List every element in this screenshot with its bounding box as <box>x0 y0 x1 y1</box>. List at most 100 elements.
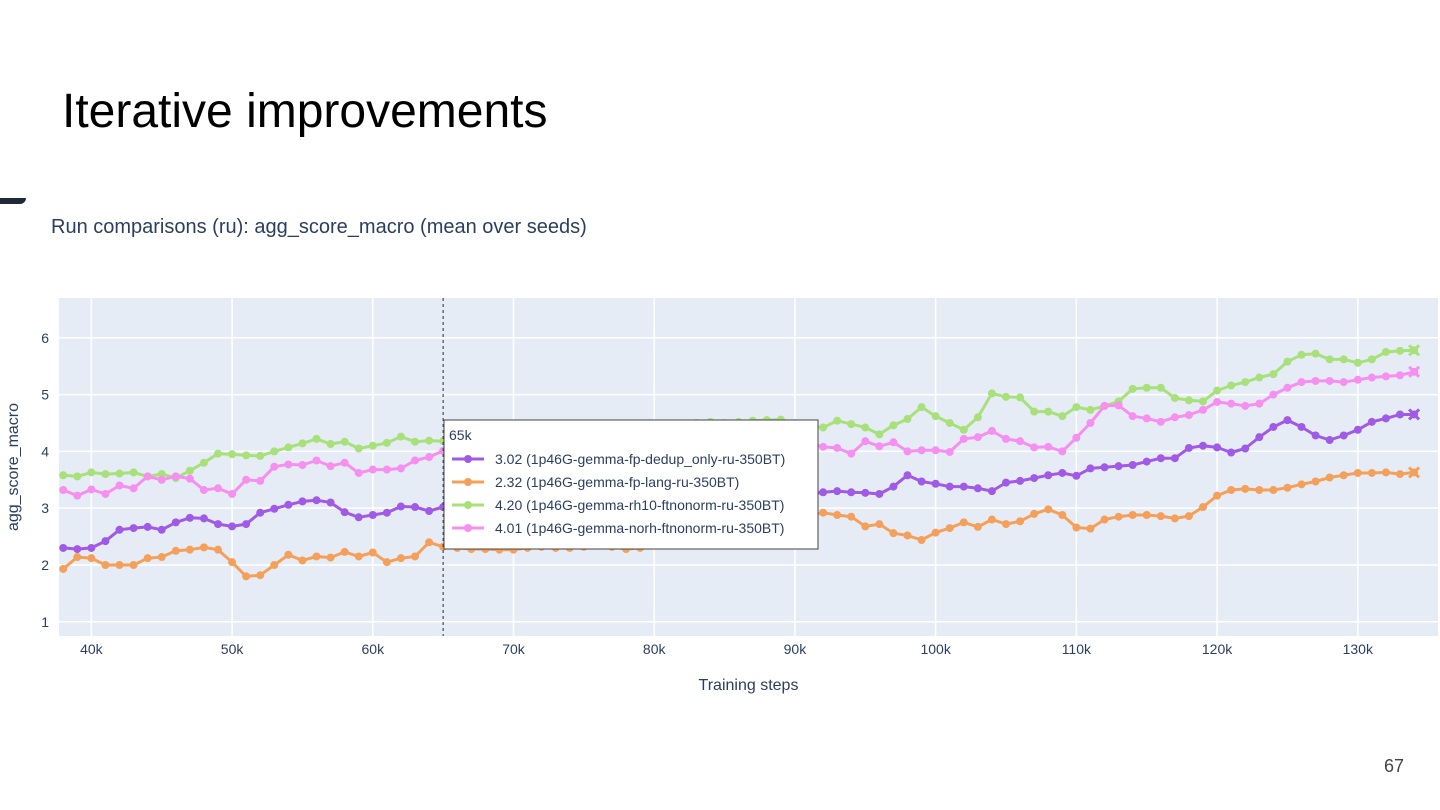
data-point <box>875 430 884 439</box>
data-point <box>382 465 391 474</box>
data-point <box>1396 346 1405 355</box>
y-tick-label: 1 <box>41 614 49 630</box>
data-point <box>326 498 335 507</box>
data-point <box>1396 371 1405 380</box>
data-point <box>1325 376 1334 385</box>
data-point <box>917 446 926 455</box>
data-point <box>819 508 828 517</box>
data-point <box>59 543 68 552</box>
data-point <box>115 481 124 490</box>
x-tick-label: 110k <box>1062 641 1092 657</box>
data-point <box>1227 381 1236 390</box>
data-point <box>1353 358 1362 367</box>
data-point <box>1213 443 1222 452</box>
data-point <box>1396 470 1405 479</box>
data-point <box>1297 378 1306 387</box>
data-point <box>959 482 968 491</box>
tooltip-entry: 4.20 (1p46G-gemma-rh10-ftnonorm-ru-350BT… <box>495 497 784 513</box>
data-point <box>1030 474 1039 483</box>
data-point <box>1156 454 1165 463</box>
data-point <box>396 464 405 473</box>
data-point <box>73 545 82 554</box>
data-point <box>1142 414 1151 423</box>
data-point <box>1184 411 1193 420</box>
data-point <box>354 468 363 477</box>
data-point <box>1100 463 1109 472</box>
data-point <box>1002 478 1011 487</box>
data-point <box>1255 399 1264 408</box>
data-point <box>1381 347 1390 356</box>
x-tick-label: 100k <box>920 641 951 657</box>
x-tick-label: 120k <box>1202 641 1233 657</box>
data-point <box>931 528 940 537</box>
data-point <box>157 525 166 534</box>
data-point <box>1269 390 1278 399</box>
data-point <box>73 553 82 562</box>
data-point <box>987 389 996 398</box>
data-point <box>1170 393 1179 402</box>
data-point <box>1213 491 1222 500</box>
y-tick-label: 3 <box>41 500 49 516</box>
data-point <box>1128 412 1137 421</box>
data-point <box>284 460 293 469</box>
data-point <box>396 554 405 563</box>
data-point <box>1030 443 1039 452</box>
data-point <box>242 572 251 581</box>
tooltip-box <box>443 419 819 550</box>
data-point <box>1269 370 1278 379</box>
data-point <box>115 560 124 569</box>
data-point <box>199 486 208 495</box>
chart-title: Run comparisons (ru): agg_score_macro (m… <box>51 216 587 238</box>
data-point <box>1311 431 1320 440</box>
data-point <box>1241 444 1250 453</box>
data-point <box>87 485 96 494</box>
data-point <box>1058 468 1067 477</box>
data-point <box>185 466 194 475</box>
data-point <box>298 556 307 565</box>
data-point <box>903 531 912 540</box>
data-point <box>1367 355 1376 364</box>
data-point <box>1128 461 1137 470</box>
data-point <box>171 518 180 527</box>
data-point <box>1213 397 1222 406</box>
end-marker <box>1408 466 1421 479</box>
tooltip-header: 65k <box>449 427 473 443</box>
data-point <box>1297 480 1306 489</box>
data-point <box>1381 372 1390 381</box>
data-point <box>1156 417 1165 426</box>
tooltip-swatch-marker <box>464 455 472 463</box>
data-point <box>354 444 363 453</box>
data-point <box>1269 486 1278 495</box>
data-point <box>87 554 96 563</box>
data-point <box>945 418 954 427</box>
data-point <box>101 560 110 569</box>
slide-title: Iterative improvements <box>62 85 548 138</box>
data-point <box>129 484 138 493</box>
data-point <box>1227 486 1236 495</box>
data-point <box>199 543 208 552</box>
data-point <box>228 450 237 459</box>
data-point <box>1142 511 1151 520</box>
data-point <box>340 508 349 517</box>
data-point <box>382 438 391 447</box>
data-point <box>917 403 926 412</box>
y-axis-label: agg_score_macro <box>5 403 22 531</box>
data-point <box>340 437 349 446</box>
x-tick-label: 130k <box>1343 641 1374 657</box>
data-point <box>87 543 96 552</box>
data-point <box>1072 433 1081 442</box>
data-point <box>833 487 842 496</box>
data-point <box>1058 412 1067 421</box>
data-point <box>1255 373 1264 382</box>
data-point <box>1058 447 1067 456</box>
data-point <box>903 414 912 423</box>
data-point <box>1002 392 1011 401</box>
data-point <box>1297 350 1306 359</box>
data-point <box>1002 434 1011 443</box>
data-point <box>1156 512 1165 521</box>
data-point <box>1339 431 1348 440</box>
data-point <box>214 520 223 529</box>
data-point <box>312 434 321 443</box>
data-point <box>256 571 265 580</box>
